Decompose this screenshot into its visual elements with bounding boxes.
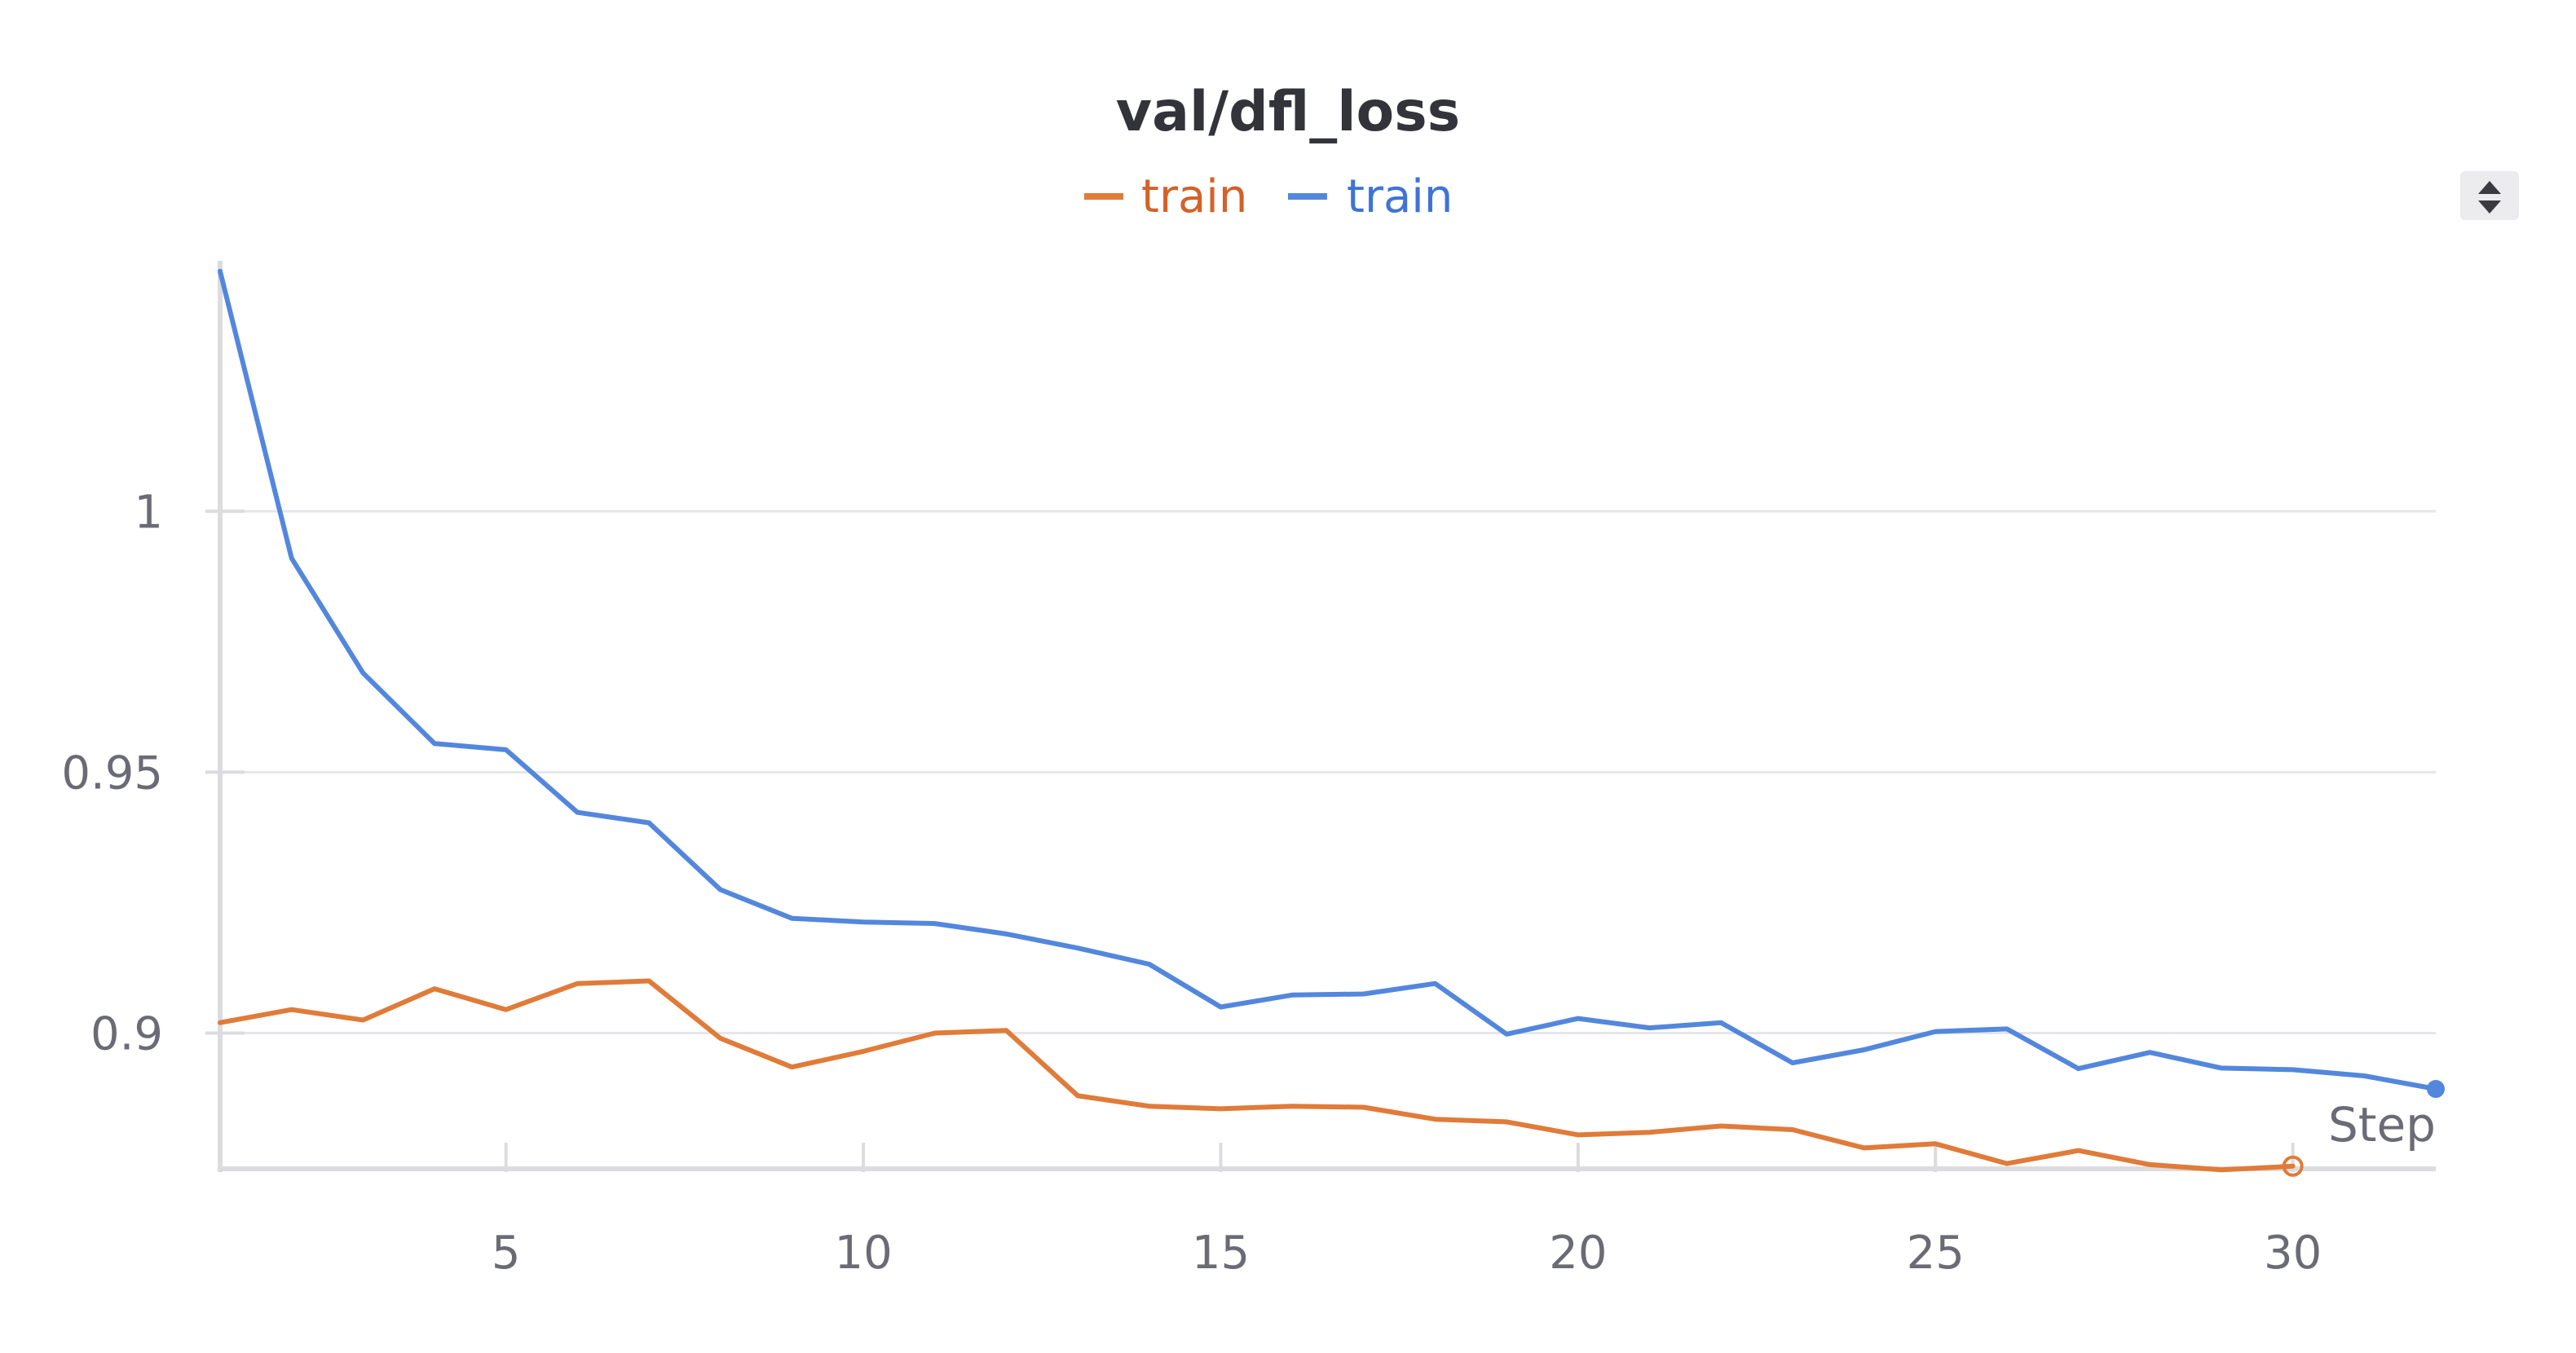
series-line-2[interactable] — [218, 268, 2438, 1091]
series-line-1[interactable] — [218, 978, 2296, 1173]
axes — [205, 261, 2436, 1172]
legend-label-series-1[interactable]: train — [1141, 170, 1247, 223]
grid — [220, 509, 2436, 1035]
x-tick-label: 5 — [492, 1227, 521, 1280]
y-tick-label: 1 — [134, 486, 163, 539]
sort-up-arrow-icon — [2478, 181, 2501, 194]
legend-label-series-2[interactable]: train — [1347, 170, 1453, 223]
x-tick-label: 10 — [834, 1227, 892, 1280]
y-tick-label: 0.9 — [90, 1008, 163, 1061]
series-lines — [218, 268, 2445, 1177]
legend: train train — [1084, 170, 1453, 223]
x-axis-title: Step — [2328, 1097, 2436, 1152]
series-1-end-marker — [2282, 1155, 2304, 1177]
x-tick-label: 20 — [1549, 1227, 1607, 1280]
sort-arrows-icon[interactable] — [2460, 171, 2519, 220]
chart-title: val/dfl_loss — [1116, 80, 1460, 144]
x-tick-label: 30 — [2264, 1227, 2322, 1280]
x-tick-label: 15 — [1192, 1227, 1250, 1280]
y-tick-label: 0.95 — [61, 747, 163, 800]
sort-button-bg[interactable] — [2460, 171, 2519, 220]
x-tick-label: 25 — [1907, 1227, 1965, 1280]
sort-down-arrow-icon — [2478, 201, 2501, 214]
series-2-end-marker — [2427, 1080, 2445, 1099]
